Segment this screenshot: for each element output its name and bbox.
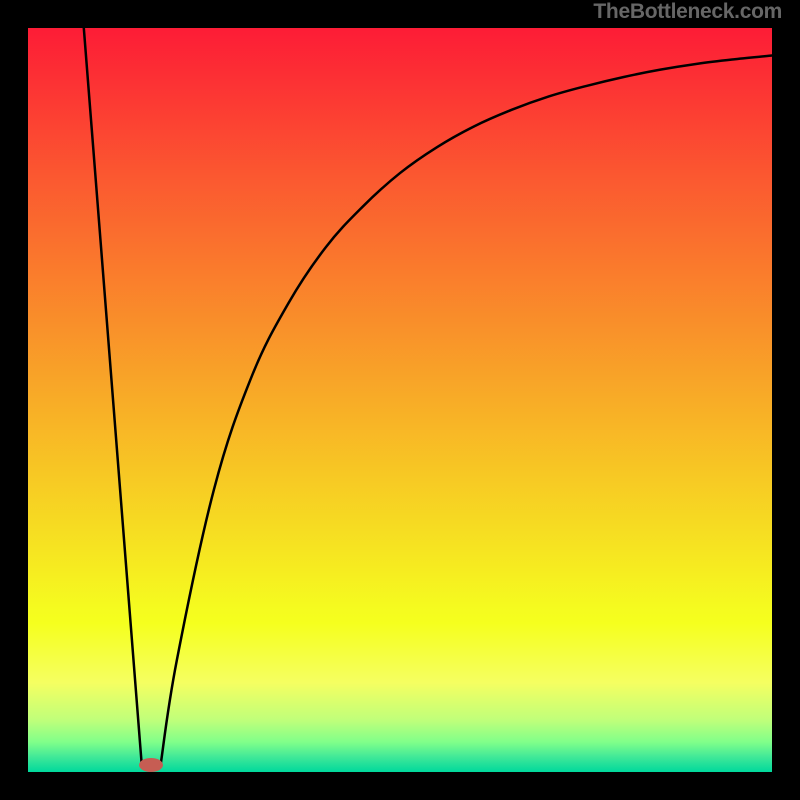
curve-overlay <box>28 28 772 772</box>
curve-right <box>160 56 772 767</box>
curve-left <box>84 28 142 766</box>
watermark-text: TheBottleneck.com <box>593 0 782 24</box>
plot-area <box>28 28 772 772</box>
